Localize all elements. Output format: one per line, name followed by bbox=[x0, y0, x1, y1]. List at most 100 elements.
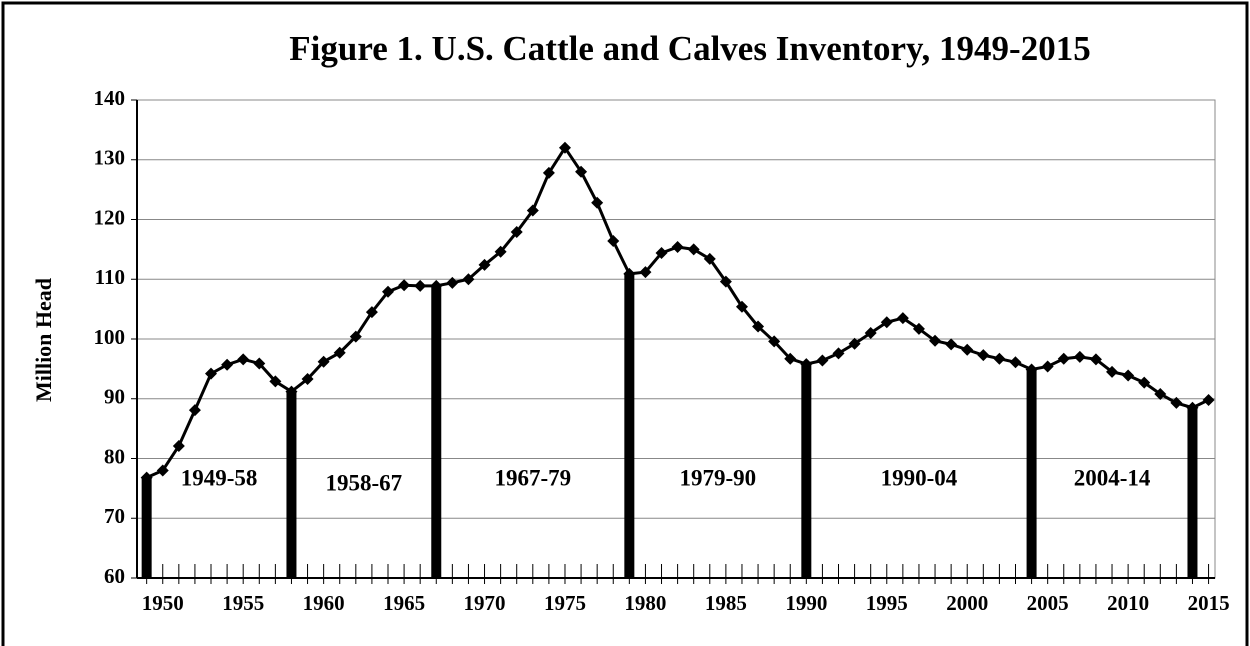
marker bbox=[752, 320, 765, 333]
x-tick-label: 1995 bbox=[866, 591, 908, 615]
marker bbox=[929, 334, 942, 347]
cycle-label: 1949-58 bbox=[181, 465, 258, 490]
x-tick-label: 1965 bbox=[383, 591, 425, 615]
y-tick-label: 120 bbox=[94, 205, 126, 229]
y-tick-label: 70 bbox=[104, 504, 125, 528]
x-tick-label: 1990 bbox=[785, 591, 827, 615]
marker bbox=[977, 349, 990, 362]
marker bbox=[671, 240, 684, 253]
marker bbox=[253, 357, 266, 370]
marker bbox=[526, 204, 539, 217]
marker bbox=[832, 347, 845, 360]
trough-bar bbox=[286, 391, 297, 578]
cycle-label: 2004-14 bbox=[1074, 465, 1151, 490]
cycle-label: 1967-79 bbox=[494, 465, 571, 490]
x-tick-label: 1960 bbox=[303, 591, 345, 615]
trough-bar bbox=[1187, 407, 1198, 578]
marker bbox=[414, 279, 427, 292]
marker bbox=[639, 266, 652, 279]
trough-bar bbox=[624, 273, 635, 578]
marker bbox=[1009, 356, 1022, 369]
marker bbox=[687, 243, 700, 256]
marker bbox=[993, 352, 1006, 365]
marker bbox=[285, 385, 298, 398]
marker bbox=[398, 279, 411, 292]
marker bbox=[478, 258, 491, 271]
marker bbox=[1073, 350, 1086, 363]
trough-bar bbox=[801, 364, 812, 578]
line bbox=[146, 145, 1210, 479]
trough-bar bbox=[1026, 369, 1037, 578]
chart-title: Figure 1. U.S. Cattle and Calves Invento… bbox=[289, 29, 1090, 68]
y-tick-label: 100 bbox=[94, 325, 126, 349]
marker bbox=[510, 226, 523, 239]
marker bbox=[221, 358, 234, 371]
marker bbox=[1122, 369, 1135, 382]
x-tick-label: 1970 bbox=[464, 591, 506, 615]
x-tick-label: 1975 bbox=[544, 591, 586, 615]
x-tick-label: 2010 bbox=[1107, 591, 1149, 615]
marker bbox=[1170, 396, 1183, 409]
marker bbox=[156, 464, 169, 477]
y-tick-label: 90 bbox=[104, 385, 125, 409]
marker bbox=[172, 439, 185, 452]
marker bbox=[655, 246, 668, 259]
x-tick-label: 2000 bbox=[946, 591, 988, 615]
x-tick-label: 1950 bbox=[142, 591, 184, 615]
marker bbox=[542, 166, 555, 179]
marker bbox=[1186, 401, 1199, 414]
marker bbox=[1089, 353, 1102, 366]
marker bbox=[1154, 387, 1167, 400]
y-tick-label: 60 bbox=[104, 564, 125, 588]
marker bbox=[864, 327, 877, 340]
marker bbox=[816, 354, 829, 367]
marker bbox=[269, 375, 282, 388]
marker bbox=[912, 322, 925, 335]
marker bbox=[317, 355, 330, 368]
marker bbox=[1041, 360, 1054, 373]
marker bbox=[591, 196, 604, 209]
marker bbox=[140, 471, 153, 484]
y-tick-label: 110 bbox=[95, 265, 125, 289]
x-tick-label: 2005 bbox=[1027, 591, 1069, 615]
x-tick-label: 1955 bbox=[222, 591, 264, 615]
x-tick-label: 1985 bbox=[705, 591, 747, 615]
marker bbox=[575, 165, 588, 178]
marker bbox=[205, 367, 218, 380]
marker bbox=[768, 335, 781, 348]
marker bbox=[784, 352, 797, 365]
cycle-label: 1958-67 bbox=[326, 470, 403, 495]
marker bbox=[446, 276, 459, 289]
cycle-label: 1979-90 bbox=[679, 465, 756, 490]
marker bbox=[237, 353, 250, 366]
marker bbox=[430, 279, 443, 292]
marker bbox=[703, 252, 716, 265]
marker bbox=[349, 330, 362, 343]
marker bbox=[381, 285, 394, 298]
marker bbox=[1106, 365, 1119, 378]
marker bbox=[719, 275, 732, 288]
marker bbox=[945, 338, 958, 351]
marker bbox=[961, 343, 974, 356]
y-tick-label: 140 bbox=[94, 86, 126, 110]
marker bbox=[333, 346, 346, 359]
trough-bar bbox=[141, 477, 152, 578]
y-tick-label: 130 bbox=[94, 146, 126, 170]
x-tick-label: 1980 bbox=[624, 591, 666, 615]
marker bbox=[1025, 363, 1038, 376]
marker bbox=[494, 245, 507, 258]
marker bbox=[880, 316, 893, 329]
marker bbox=[1138, 376, 1151, 389]
marker bbox=[301, 373, 314, 386]
cycle-label: 1990-04 bbox=[881, 465, 958, 490]
marker bbox=[365, 306, 378, 319]
marker bbox=[1202, 393, 1215, 406]
marker bbox=[188, 404, 201, 417]
marker bbox=[735, 300, 748, 313]
trough-bar bbox=[431, 285, 442, 578]
marker bbox=[558, 141, 571, 154]
marker bbox=[462, 273, 475, 286]
marker bbox=[896, 312, 909, 325]
marker bbox=[848, 337, 861, 350]
